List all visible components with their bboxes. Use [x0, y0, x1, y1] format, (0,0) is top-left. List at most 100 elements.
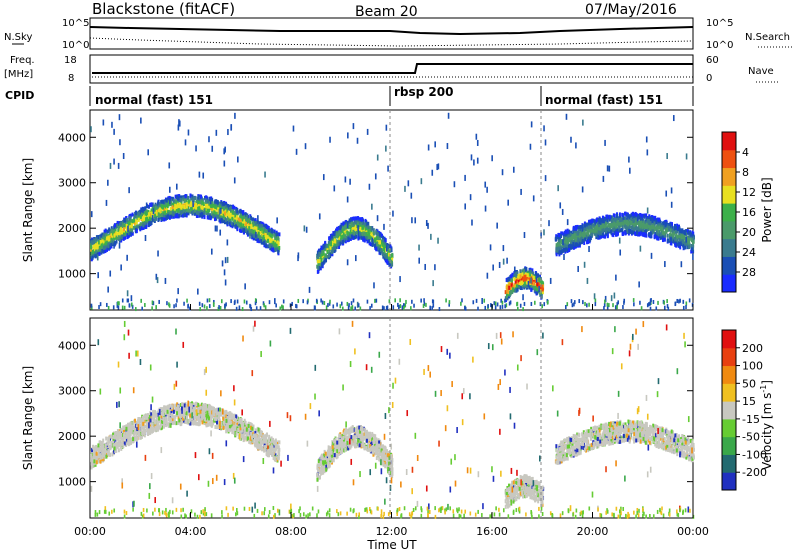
- power-point: [303, 225, 306, 232]
- power-point: [509, 274, 512, 279]
- power-point: [353, 231, 356, 236]
- power-point: [157, 200, 160, 205]
- power-point: [164, 277, 167, 284]
- power-point: [501, 300, 504, 305]
- power-point: [386, 243, 389, 248]
- power-point: [577, 242, 580, 247]
- power-point: [357, 221, 360, 226]
- power-point: [153, 204, 156, 209]
- power-point: [578, 234, 581, 239]
- power-point: [241, 210, 244, 215]
- power-point: [564, 248, 567, 253]
- power-point: [129, 231, 132, 236]
- power-point: [571, 303, 574, 308]
- power-point: [486, 186, 488, 193]
- power-point: [90, 247, 93, 252]
- power-point: [156, 205, 159, 210]
- velocity-point: [93, 449, 96, 454]
- power-point: [147, 149, 149, 156]
- power-point: [263, 243, 266, 248]
- power-point: [509, 286, 512, 291]
- power-point: [252, 220, 255, 225]
- power-point: [190, 209, 193, 214]
- power-point: [515, 284, 518, 289]
- power-point: [379, 236, 382, 241]
- power-point: [318, 262, 321, 267]
- power-point: [593, 225, 596, 230]
- power-point: [647, 224, 650, 229]
- power-point: [633, 217, 636, 222]
- power-point: [169, 206, 172, 211]
- power-point: [194, 202, 197, 207]
- power-point: [131, 304, 134, 309]
- power-point: [134, 227, 137, 232]
- power-point: [523, 277, 526, 282]
- power-point: [198, 203, 201, 208]
- power-point: [628, 156, 630, 163]
- power-point: [239, 215, 242, 220]
- power-point: [383, 241, 386, 246]
- power-point: [527, 280, 530, 287]
- power-point: [206, 298, 209, 303]
- power-point: [662, 225, 665, 230]
- power-point: [173, 206, 176, 211]
- power-point: [464, 305, 466, 310]
- power-point: [591, 218, 594, 223]
- power-point: [321, 249, 324, 254]
- power-point: [355, 216, 358, 221]
- power-point: [608, 222, 611, 227]
- power-point: [360, 235, 363, 240]
- nsearch-tick-bottom: 10^0: [706, 40, 733, 51]
- power-point: [604, 295, 607, 302]
- power-point: [183, 212, 186, 217]
- power-point: [561, 208, 564, 215]
- power-point: [199, 200, 202, 205]
- power-point: [665, 190, 668, 197]
- power-point: [155, 305, 157, 310]
- power-point: [585, 234, 588, 239]
- power-point: [342, 237, 345, 242]
- power-point: [506, 257, 508, 264]
- power-point: [147, 204, 150, 209]
- power-point: [332, 246, 335, 251]
- power-point: [218, 305, 220, 310]
- power-point: [639, 245, 642, 252]
- power-point: [96, 254, 99, 261]
- power-point: [570, 240, 573, 245]
- power-point: [215, 129, 218, 136]
- power-point: [399, 298, 401, 303]
- power-point: [178, 120, 181, 127]
- power-point: [254, 301, 257, 306]
- power-point: [618, 237, 621, 244]
- power-point: [543, 229, 545, 236]
- power-point: [338, 235, 341, 240]
- nsky-tick-bottom: 10^0: [62, 40, 89, 51]
- power-point: [464, 203, 467, 210]
- power-point: [601, 228, 604, 233]
- power-point: [588, 219, 591, 224]
- power-point: [411, 299, 413, 304]
- power-point: [150, 221, 153, 226]
- power-point: [201, 208, 204, 213]
- power-point: [577, 229, 580, 234]
- power-point: [670, 222, 673, 227]
- power-point: [169, 210, 172, 215]
- power-point: [113, 225, 116, 230]
- power-point: [508, 276, 511, 281]
- power-point: [259, 229, 262, 234]
- power-point: [381, 239, 384, 244]
- power-point: [213, 210, 216, 215]
- nsky-strip: N.Sky 10^5 10^0 10^5 10^0 N.Search: [4, 17, 792, 51]
- power-point: [563, 247, 566, 252]
- power-point: [192, 210, 195, 215]
- power-point: [606, 165, 609, 172]
- power-point: [130, 224, 133, 229]
- power-point: [274, 247, 277, 252]
- power-point: [268, 300, 271, 305]
- power-point: [523, 285, 526, 290]
- power-point: [230, 299, 232, 304]
- power-point: [685, 232, 688, 237]
- power-point: [448, 300, 451, 305]
- power-point: [123, 305, 126, 310]
- power-point: [685, 305, 687, 310]
